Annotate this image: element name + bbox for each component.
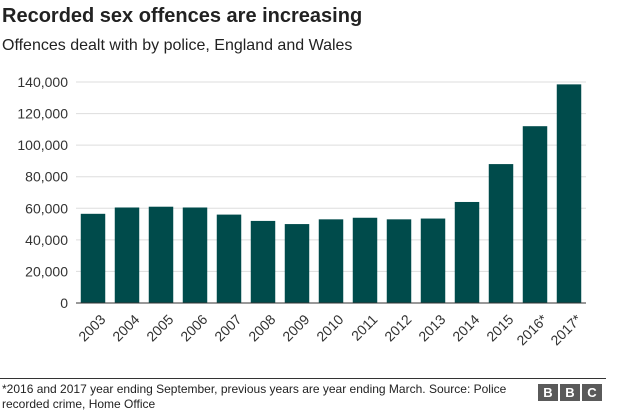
x-tick-label: 2011: [348, 311, 381, 344]
bar-2008: [250, 220, 276, 303]
chart-title: Recorded sex offences are increasing: [2, 5, 363, 27]
y-tick-label: 100,000: [17, 137, 68, 153]
bbc-logo-letter: B: [560, 384, 580, 401]
bar-2017: [556, 84, 582, 303]
y-tick-label: 120,000: [17, 106, 68, 122]
x-tick-label: 2012: [381, 311, 414, 344]
x-tick-label: 2006: [177, 311, 210, 344]
footer-divider: [0, 378, 606, 379]
x-tick-label: 2015: [483, 311, 516, 344]
chart-subtitle: Offences dealt with by police, England a…: [2, 37, 353, 54]
x-tick-labels: 2003 2004 2005 2006 2007 2008 2009 2010 2011 2012…: [75, 311, 585, 349]
bar-2009: [284, 224, 310, 303]
bar-chart: 0 20,000 40,000 60,000 80,000 100,000 120,000 1…: [17, 74, 586, 349]
x-tick-label: 2016*: [513, 311, 551, 349]
x-tick-label: 2010: [313, 311, 346, 344]
y-tick-label: 40,000: [25, 232, 68, 248]
y-tick-label: 140,000: [17, 74, 68, 90]
bar-2010: [318, 219, 344, 303]
x-tick-label: 2017*: [547, 311, 585, 349]
x-tick-label: 2003: [75, 311, 108, 344]
bar-2015: [488, 164, 514, 303]
x-tick-label: 2013: [415, 311, 448, 344]
bar-2005: [148, 206, 174, 303]
bar-2004: [114, 207, 140, 303]
y-tick-label: 20,000: [25, 263, 68, 279]
y-tick-label: 60,000: [25, 200, 68, 216]
bar-2003: [80, 213, 106, 303]
x-tick-label: 2005: [143, 311, 176, 344]
bar-2006: [182, 207, 208, 303]
bar-2013: [420, 218, 446, 303]
x-tick-label: 2014: [449, 311, 482, 344]
bars: [80, 84, 582, 303]
bar-2011: [352, 217, 378, 303]
y-tick-labels: 0 20,000 40,000 60,000 80,000 100,000 120,000 1…: [17, 74, 68, 311]
bbc-logo-letter: B: [538, 384, 558, 401]
x-tick-label: 2004: [109, 311, 142, 344]
bar-2014: [454, 201, 480, 303]
x-tick-label: 2008: [245, 311, 278, 344]
x-tick-label: 2009: [279, 311, 312, 344]
bar-2007: [216, 214, 242, 303]
bbc-logo: B B C: [538, 384, 602, 401]
footnote: *2016 and 2017 year ending September, pr…: [2, 382, 507, 411]
bar-2016: [522, 126, 548, 303]
bar-2012: [386, 219, 412, 303]
y-tick-label: 80,000: [25, 169, 68, 185]
x-tick-label: 2007: [211, 311, 244, 344]
y-tick-label: 0: [60, 295, 68, 311]
bbc-logo-letter: C: [582, 384, 602, 401]
